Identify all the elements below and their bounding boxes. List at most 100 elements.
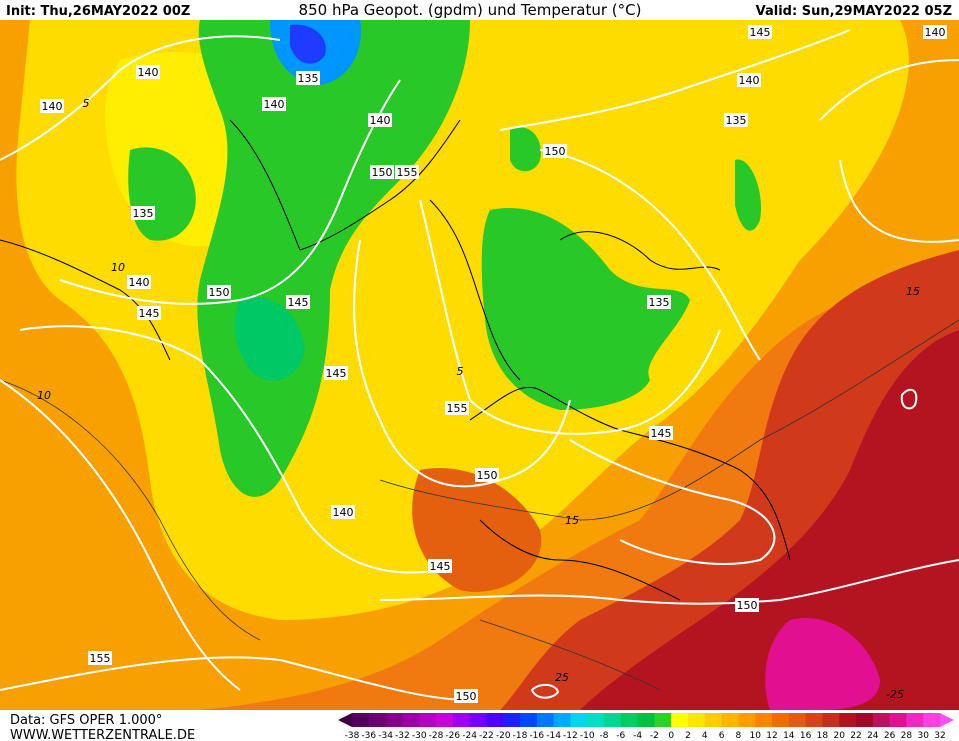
contour-label-box [737, 73, 761, 87]
map-area [0, 20, 959, 710]
contour-label: 145 [288, 296, 309, 309]
colorbar-tick-label: 28 [901, 731, 913, 741]
init-time: Init: Thu,26MAY2022 00Z [6, 4, 190, 19]
contour-label: 140 [925, 26, 946, 39]
contour-label-box [331, 505, 355, 519]
contour-label-box [724, 113, 748, 127]
contour-label: 150 [545, 145, 566, 158]
contour-label: 140 [129, 276, 150, 289]
contour-label-box [923, 25, 947, 39]
colorbar-tick-label: -16 [529, 731, 544, 741]
contour-label-box [296, 71, 320, 85]
colorbar-tick-label: 30 [917, 731, 929, 741]
contour-label: 140 [333, 506, 354, 519]
colorbar-tick-label: -22 [479, 731, 494, 741]
contour-label-box [649, 426, 673, 440]
contour-label-box [370, 165, 394, 179]
colorbar-swatch [452, 713, 471, 727]
colorbar-swatch [402, 713, 420, 727]
contour-label-box [735, 598, 759, 612]
colorbar-tick-label: -34 [378, 731, 393, 741]
contour-label: 150 [737, 599, 758, 612]
colorbar-tick-label: -38 [345, 731, 360, 741]
contour-label: 150 [477, 469, 498, 482]
colorbar-swatch [721, 713, 739, 727]
colorbar-tick-label: 26 [884, 731, 896, 741]
hottest-field [765, 618, 880, 710]
isotherm-label: 10 [111, 261, 125, 274]
map-title: 850 hPa Geopot. (gpdm) und Temperatur (°… [299, 1, 642, 19]
colorbar-tick-label: 10 [749, 731, 761, 741]
coastlines [0, 119, 791, 601]
isotherm-label: 15 [565, 514, 579, 527]
contour-label: 145 [326, 367, 347, 380]
data-source: Data: GFS OPER 1.000° [10, 713, 162, 728]
geopotential-contours [0, 29, 959, 701]
isotherm-label: 15 [906, 285, 920, 298]
colorbar-swatch [923, 713, 941, 727]
colorbar-swatch [872, 713, 891, 727]
colorbar-tick-label: -4 [633, 731, 642, 741]
contour-label: 145 [651, 427, 672, 440]
colorbar-arrow-right [940, 713, 954, 727]
website: WWW.WETTERZENTRALE.DE [10, 728, 195, 741]
cold-field [735, 159, 761, 231]
contour-label: 140 [370, 114, 391, 127]
colorbar-tick-label: 6 [719, 731, 725, 741]
contour-label-box [748, 25, 772, 39]
colorbar-swatch [755, 713, 773, 727]
contour-label: 140 [42, 100, 63, 113]
contour-label-box [445, 401, 469, 415]
colorbar-tick-label: -24 [462, 731, 477, 741]
colorbar-swatch [469, 713, 487, 727]
contour-label-box [262, 97, 286, 111]
contour-label-box [131, 206, 155, 220]
colorbar-tick-label: 2 [685, 731, 691, 741]
colorbar-swatch [805, 713, 823, 727]
colorbar-tick-label: 22 [850, 731, 861, 741]
colorbar-swatch [637, 713, 655, 727]
colorbar-swatch [436, 713, 454, 727]
contour-label: 155 [90, 652, 111, 665]
coldest-field [290, 24, 326, 64]
colorbar-swatch [587, 713, 605, 727]
contour-label: 150 [372, 166, 393, 179]
colorbar-swatch [788, 713, 807, 727]
colorbar-tick-label: -30 [412, 731, 427, 741]
colorbar-tick-label: -20 [496, 731, 511, 741]
colorbar-swatch [520, 713, 538, 727]
hot-field [580, 330, 959, 710]
contour-label: 145 [139, 307, 160, 320]
colorbar-tick-label: 12 [766, 731, 777, 741]
colorbar-swatch [772, 713, 790, 727]
colorbar-tick-label: -18 [513, 731, 528, 741]
colorbar-swatch [738, 713, 756, 727]
colorbar-tick-label: -14 [546, 731, 561, 741]
contour-label-box [207, 285, 231, 299]
colorbar-tick-label: 24 [867, 731, 879, 741]
contour-label: 135 [649, 296, 670, 309]
colorbar-tick-label: -36 [361, 731, 376, 741]
colorbar-tick-label: -6 [616, 731, 625, 741]
colorbar-swatch [822, 713, 840, 727]
colorbar-arrow-left [338, 713, 352, 727]
colorbar-swatch [906, 713, 924, 727]
colorbar-tick-label: 32 [934, 731, 945, 741]
colder-field [234, 297, 305, 381]
colorbar-tick-label: -10 [580, 731, 595, 741]
colorbar-tick-label: 4 [702, 731, 708, 741]
header-bar [0, 0, 959, 20]
contour-label: 155 [447, 402, 468, 415]
contour-label-box [475, 468, 499, 482]
contour-label: 135 [726, 114, 747, 127]
colorbar-swatch [839, 713, 857, 727]
contour-label-box [543, 144, 567, 158]
colorbar-swatch [368, 713, 387, 727]
colorbar-tick-label: -32 [395, 731, 410, 741]
isotherm-label: 5 [457, 365, 464, 378]
contour-label: 140 [264, 98, 285, 111]
colorbar: -38 -36 -34 -32 -30 -28 -26 -24 -22 -20 -18 -16 -14-… [338, 713, 954, 741]
colorbar-swatch [889, 713, 907, 727]
